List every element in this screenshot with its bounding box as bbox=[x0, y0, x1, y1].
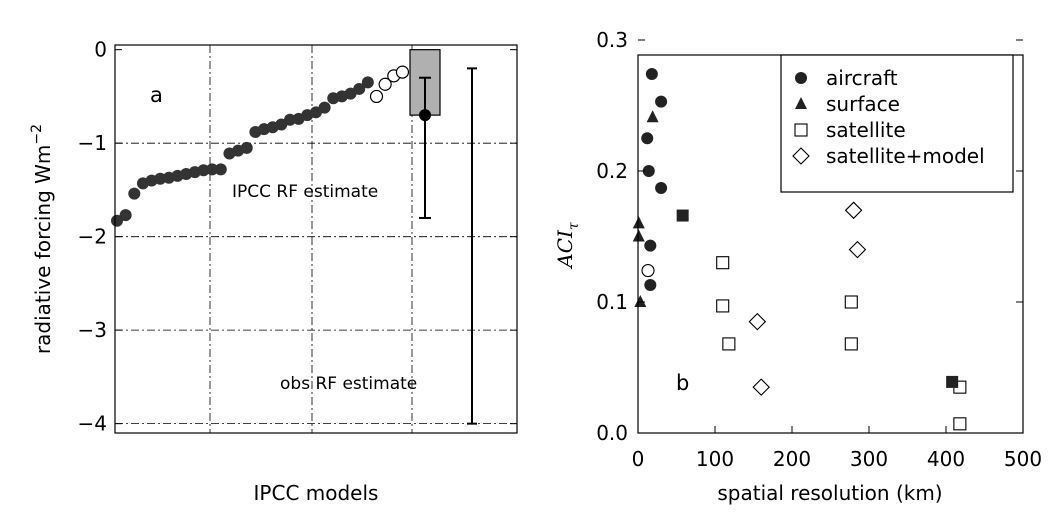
data-point-aircraft bbox=[642, 165, 655, 177]
data-point-satellite bbox=[844, 337, 858, 351]
ipcc-estimate-label: IPCC RF estimate bbox=[232, 182, 378, 202]
panel-b-ytick-label: 0.0 bbox=[596, 421, 628, 445]
panel-a-y-axis-label-main: radiative forcing Wm bbox=[31, 145, 55, 354]
panel-a-ytick-label: −1 bbox=[78, 131, 107, 155]
obs-estimate-label: obs RF estimate bbox=[280, 374, 417, 394]
panel-b-plot bbox=[632, 68, 967, 431]
data-point-satellite bbox=[844, 295, 858, 309]
data-point-aircraft bbox=[655, 95, 668, 108]
model-point bbox=[119, 209, 132, 222]
panel-a-letter: a bbox=[150, 83, 163, 107]
legend-label-satellite: satellite bbox=[826, 118, 906, 142]
model-point bbox=[206, 163, 219, 176]
ipcc-estimate-central-point bbox=[419, 109, 431, 122]
data-point-filled-square bbox=[676, 209, 689, 222]
panel-b-y-axis-label-main: ACI bbox=[553, 229, 577, 270]
panel-b-ticks: 0 100 200 300 400 500 0.0 0.1 0.2 0.3 bbox=[596, 28, 1042, 471]
data-point-aircraft bbox=[641, 132, 654, 145]
panel-a-ytick-label: 0 bbox=[94, 38, 107, 62]
data-point-satellite bbox=[716, 256, 730, 270]
legend-label-surface: surface bbox=[826, 92, 900, 116]
data-point-aircraft bbox=[655, 182, 668, 195]
model-point-open bbox=[378, 77, 392, 91]
data-point-satellite-model bbox=[848, 240, 867, 259]
model-point bbox=[214, 163, 227, 176]
data-point-aircraft bbox=[644, 239, 657, 252]
legend-box bbox=[780, 54, 1014, 193]
data-point-satellite bbox=[716, 299, 730, 313]
panel-b-xtick-label: 500 bbox=[1004, 447, 1042, 471]
panel-b: 0 100 200 300 400 500 0.0 0.1 0.2 0.3 b spatial r… bbox=[553, 28, 1042, 505]
panel-b-xtick-label: 200 bbox=[773, 447, 811, 471]
panel-b-y-axis-label: ACIτ bbox=[553, 222, 582, 270]
model-point bbox=[284, 113, 296, 126]
model-point-open bbox=[395, 65, 410, 79]
model-point bbox=[318, 101, 331, 114]
model-point bbox=[353, 82, 366, 95]
panel-a-y-ticks: 0 −1 −2 −3 −4 bbox=[78, 38, 517, 436]
data-point-aircraft bbox=[645, 68, 658, 81]
panel-a-y-axis-label: radiative forcing Wm−2 bbox=[29, 124, 55, 354]
data-point-filled-square bbox=[946, 375, 959, 388]
model-point bbox=[197, 164, 210, 177]
legend-marker-aircraft bbox=[795, 72, 807, 84]
legend-marker-surface bbox=[795, 97, 807, 109]
panel-a-frame bbox=[114, 44, 518, 434]
panel-b-y-axis-label-sub: τ bbox=[566, 222, 582, 230]
panel-b-xtick-label: 300 bbox=[850, 447, 888, 471]
data-point-surface bbox=[646, 110, 659, 123]
panel-b-ytick-label: 0.3 bbox=[596, 28, 628, 52]
data-point-satellite bbox=[722, 337, 736, 351]
panel-b-xtick-label: 400 bbox=[927, 447, 965, 471]
data-point-surface bbox=[632, 229, 645, 242]
model-point-open bbox=[369, 89, 384, 104]
panel-b-letter: b bbox=[676, 371, 689, 395]
data-point-aircraft bbox=[644, 278, 657, 291]
panel-a-ytick-label: −2 bbox=[78, 225, 107, 249]
legend-label-satellite-model: satellite+model bbox=[826, 144, 985, 168]
panel-a-plot bbox=[111, 49, 477, 425]
legend-marker-satellite bbox=[794, 123, 808, 137]
legend-label-aircraft: aircraft bbox=[826, 66, 898, 90]
panel-a: 0 −1 −2 −3 −4 a IPCC RF estimate obs RF esti… bbox=[29, 38, 518, 505]
model-point bbox=[240, 141, 253, 154]
panel-a-ytick-label: −3 bbox=[78, 318, 107, 342]
data-point-surface bbox=[634, 295, 647, 307]
data-point-satellite-model bbox=[752, 378, 770, 396]
model-point bbox=[154, 172, 167, 185]
data-point-satellite-model bbox=[748, 312, 767, 331]
legend-marker-satellite-model bbox=[792, 147, 810, 165]
panel-b-ytick-label: 0.2 bbox=[596, 159, 628, 183]
data-point-satellite bbox=[953, 417, 967, 431]
panel-b-ytick-label: 0.1 bbox=[596, 290, 628, 314]
data-point-satellite-model bbox=[844, 201, 863, 220]
panel-b-xtick-label: 100 bbox=[696, 447, 734, 471]
model-point bbox=[361, 76, 374, 89]
model-point bbox=[128, 187, 141, 200]
data-point-surface bbox=[632, 216, 645, 229]
data-point-open-circle bbox=[641, 264, 655, 278]
panel-a-x-axis-label: IPCC models bbox=[254, 481, 379, 505]
panel-b-x-axis-label: spatial resolution (km) bbox=[717, 481, 942, 505]
panel-b-xtick-label: 0 bbox=[632, 447, 645, 471]
panel-a-y-axis-label-sup: −2 bbox=[29, 124, 45, 145]
model-point bbox=[111, 214, 123, 227]
panel-a-ytick-label: −4 bbox=[78, 412, 107, 436]
